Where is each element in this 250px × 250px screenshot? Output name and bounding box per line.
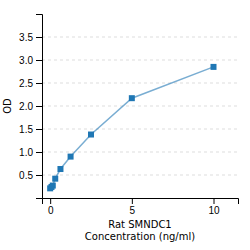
grid-line — [42, 60, 238, 61]
tick-mark — [214, 198, 215, 204]
tick-label: 3.5 — [19, 32, 33, 43]
tick-label: 1.5 — [19, 124, 33, 135]
tick: 2.5 — [19, 78, 42, 89]
tick-label: 1.0 — [19, 147, 33, 158]
chart: 0 5 10 0.5 1.0 1.5 2.0 2.5 3.0 3.5 Rat SMNDC1Conce… — [0, 0, 250, 250]
point — [88, 132, 94, 138]
tick: 3.0 — [19, 55, 42, 66]
tick-label: 3.0 — [19, 55, 33, 66]
tick-mark — [132, 198, 133, 204]
tick: 5 — [130, 198, 136, 216]
tick: 0.5 — [19, 170, 42, 181]
tick-mark — [36, 129, 42, 130]
point — [129, 95, 135, 101]
grid — [42, 37, 238, 175]
grid-line — [42, 83, 238, 84]
tick-mark — [36, 83, 42, 84]
tick-mark — [36, 37, 42, 38]
x-axis: 0 5 10 — [43, 198, 239, 216]
grid-line — [42, 129, 238, 130]
point — [211, 64, 217, 70]
tick: 1.5 — [19, 124, 42, 135]
tick-mark — [36, 152, 42, 153]
axis-line — [36, 15, 43, 199]
tick-label: 0.5 — [19, 170, 33, 181]
grid-line — [42, 152, 238, 153]
tick: 3.5 — [19, 32, 42, 43]
tick-mark — [36, 60, 42, 61]
x-axis-title: Rat SMNDC1Concentration (ng/ml) — [85, 219, 195, 242]
tick-label: 0 — [48, 205, 54, 216]
point — [50, 183, 56, 189]
point — [52, 176, 58, 182]
grid-line — [42, 37, 238, 38]
tick: 2.0 — [19, 101, 42, 112]
y-axis-title: OD — [2, 98, 13, 114]
grid-line — [42, 106, 238, 107]
y-axis: 0.5 1.0 1.5 2.0 2.5 3.0 3.5 — [19, 15, 42, 199]
tick: 10 — [208, 198, 220, 216]
tick-label: 2.0 — [19, 101, 33, 112]
point — [57, 166, 63, 172]
tick: 0 — [48, 198, 54, 216]
tick-label: 2.5 — [19, 78, 33, 89]
plot: 0 5 10 0.5 1.0 1.5 2.0 2.5 3.0 3.5 — [19, 15, 238, 217]
tick: 1.0 — [19, 147, 42, 158]
tick-mark — [36, 175, 42, 176]
tick-mark — [36, 106, 42, 107]
tick-label: 5 — [130, 205, 136, 216]
grid-line — [42, 175, 238, 176]
tick-mark — [50, 198, 51, 204]
marks — [47, 64, 216, 191]
line — [50, 67, 213, 188]
axis-line — [43, 199, 239, 205]
tick-label: 10 — [208, 205, 220, 216]
point — [68, 154, 74, 160]
